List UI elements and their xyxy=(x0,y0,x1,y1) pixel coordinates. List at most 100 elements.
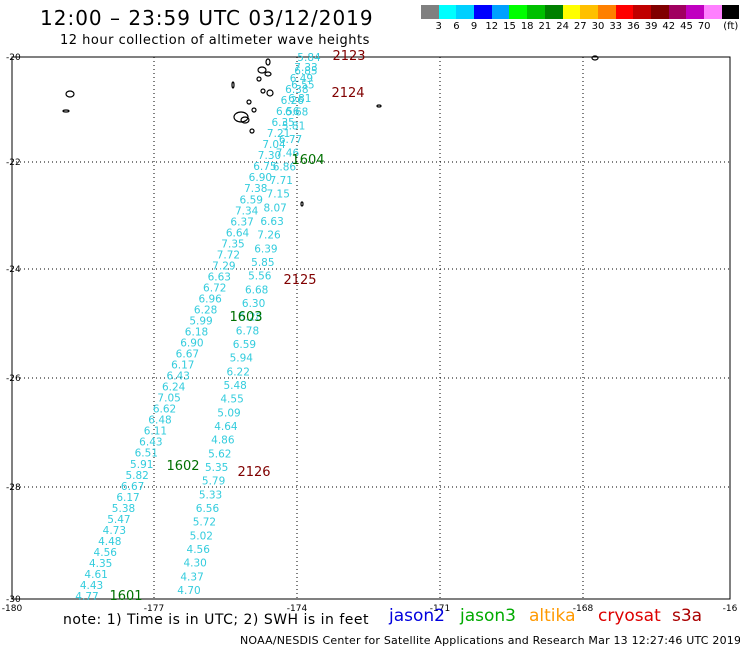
island-coastline xyxy=(65,90,75,98)
track-b-swh-value: 5.33 xyxy=(199,489,222,501)
track-b-swh-value: 5.79 xyxy=(202,476,225,488)
track-a-swh-value: 6.72 xyxy=(203,282,226,294)
credit-line: NOAA/NESDIS Center for Satellite Applica… xyxy=(240,634,740,647)
track-a-swh-value: 7.05 xyxy=(157,393,180,405)
island-coastline xyxy=(260,88,266,94)
x-axis-tick-label: -180 xyxy=(2,604,23,614)
legend-swatch xyxy=(721,5,740,19)
legend-tick-label: 36 xyxy=(627,21,640,32)
track-b-swh-value: 4.86 xyxy=(211,435,235,447)
track-b-swh-value: 4.30 xyxy=(183,558,206,570)
page-title: 12:00 – 23:59 UTC 03/12/2019 xyxy=(40,6,374,30)
track-a-swh-value: 6.48 xyxy=(148,415,171,427)
track-b-swh-value: 5.62 xyxy=(208,448,231,460)
legend-tick-label: 9 xyxy=(470,21,478,32)
island-coastline xyxy=(257,66,267,74)
x-axis-tick-label: -168 xyxy=(573,604,594,614)
island-coastline xyxy=(246,99,252,105)
legend-tick-label: 15 xyxy=(503,21,516,32)
legend-swatch xyxy=(456,5,475,19)
legend-swatch xyxy=(597,5,616,19)
track-b-swh-value: 7.26 xyxy=(257,230,281,242)
track-a-swh-value: 5.38 xyxy=(112,503,135,515)
track-a-swh-value: 4.43 xyxy=(80,580,103,592)
track-a-swh-value: 4.61 xyxy=(84,569,107,581)
map-frame xyxy=(11,56,731,600)
pass-number-label: 1602 xyxy=(166,459,199,474)
track-b-swh-value: 6.30 xyxy=(242,298,265,310)
island-coastline xyxy=(249,128,255,134)
track-a-swh-value: 4.35 xyxy=(89,558,112,570)
x-axis-tick-label: -16 xyxy=(723,604,738,614)
track-a-swh-value: 7.04 xyxy=(262,139,286,151)
pass-number-label: 2123 xyxy=(332,49,365,64)
legend-swatch xyxy=(704,5,722,19)
mission-label-cryosat: cryosat xyxy=(598,606,661,626)
track-b-swh-value: 4.70 xyxy=(177,585,200,597)
track-b-swh-value: 4.55 xyxy=(220,394,243,406)
legend-swatch xyxy=(421,5,439,19)
track-b-swh-value: 6.39 xyxy=(254,243,277,255)
island-coastline xyxy=(266,89,274,97)
x-axis-tick-label: -174 xyxy=(287,604,308,614)
legend-tick-label: 12 xyxy=(485,21,499,32)
track-b-swh-value: 5.72 xyxy=(193,517,216,529)
track-a-swh-value: 6.67 xyxy=(176,349,199,361)
track-a-swh-value: 4.77 xyxy=(75,591,98,603)
track-a-swh-value: 7.38 xyxy=(244,183,267,195)
track-a-swh-value: 4.73 xyxy=(103,525,126,537)
track-a-swh-value: 6.49 xyxy=(290,73,313,85)
legend-swatch xyxy=(633,5,651,19)
track-a-swh-value: 6.43 xyxy=(167,371,190,383)
y-axis-tick-label: -26 xyxy=(6,374,21,384)
legend-unit-label: (ft) xyxy=(723,21,739,32)
legend-swatch xyxy=(686,5,704,19)
track-b-swh-value: 4.56 xyxy=(187,544,211,556)
y-axis-tick-label: -30 xyxy=(6,595,21,605)
track-a-swh-value: 6.51 xyxy=(135,448,158,460)
legend-tick-label: 45 xyxy=(680,21,693,32)
track-b-swh-value: 5.56 xyxy=(248,271,272,283)
track-a-swh-value: 6.90 xyxy=(249,172,272,184)
track-a-swh-value: 6.90 xyxy=(180,338,203,350)
track-a-swh-value: 6.59 xyxy=(240,194,263,206)
track-b-swh-value: 6.68 xyxy=(285,107,308,119)
track-b-swh-value: 5.09 xyxy=(217,407,240,419)
y-axis-tick-label: -22 xyxy=(6,158,21,168)
pass-number-label: 1601 xyxy=(109,589,142,604)
track-a-swh-value: 6.17 xyxy=(171,360,194,372)
pass-number-label: 2124 xyxy=(331,86,364,101)
track-b-swh-value: 6.59 xyxy=(233,339,256,351)
units-note: note: 1) Time is in UTC; 2) SWH is in fe… xyxy=(63,612,370,628)
y-axis-tick-label: -24 xyxy=(6,265,21,275)
track-a-swh-value: 5.82 xyxy=(125,470,148,482)
track-a-swh-value: 6.63 xyxy=(208,271,231,283)
track-b-swh-value: 5.35 xyxy=(205,462,228,474)
track-a-swh-value: 6.24 xyxy=(162,382,186,394)
track-b-swh-value: 5.84 xyxy=(297,52,321,64)
track-b-swh-value: 5.02 xyxy=(190,530,213,542)
track-b-swh-value: 6.56 xyxy=(196,503,220,515)
mission-label-jason2: jason2 xyxy=(389,606,445,626)
x-axis-tick-label: -171 xyxy=(430,604,450,614)
legend-tick-label: 39 xyxy=(644,21,658,32)
track-a-swh-value: 6.28 xyxy=(194,304,217,316)
track-b-swh-value: 6.86 xyxy=(273,161,297,173)
page-subtitle: 12 hour collection of altimeter wave hei… xyxy=(60,33,370,48)
x-axis-tick-label: -177 xyxy=(144,604,164,614)
island-coastline xyxy=(240,116,250,124)
track-a-swh-value: 6.18 xyxy=(185,327,208,339)
legend-swatch xyxy=(527,5,545,19)
track-a-swh-value: 7.34 xyxy=(235,205,259,217)
legend-tick-label: 21 xyxy=(538,21,552,32)
legend-tick-label: 24 xyxy=(556,21,569,32)
track-a-swh-value: 7.30 xyxy=(258,150,281,162)
legend-tick-label: 6 xyxy=(453,21,460,32)
track-a-swh-value: 7.33 xyxy=(294,62,317,74)
track-b-swh-value: 6.81 xyxy=(288,93,311,105)
track-a-swh-value: 4.48 xyxy=(98,536,121,548)
island-coastline xyxy=(231,81,235,89)
y-axis-tick-label: -28 xyxy=(6,483,21,493)
mission-label-jason3: jason3 xyxy=(460,606,516,626)
